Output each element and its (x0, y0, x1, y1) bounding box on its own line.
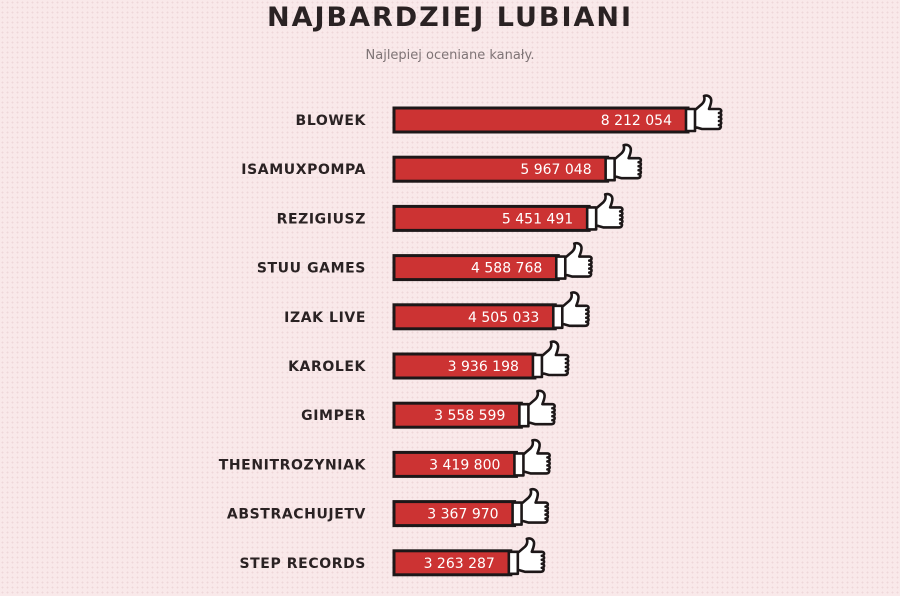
thumbs-up-icon (585, 192, 624, 231)
bar (392, 303, 557, 331)
bar (392, 450, 518, 478)
category-label: STEP RECORDS (239, 556, 366, 572)
bar (392, 106, 690, 134)
category-label: BLOWEK (296, 113, 367, 129)
thumbs-up-icon (554, 241, 593, 280)
value-label: 8 212 054 (601, 113, 672, 129)
category-label: REZIGIUSZ (277, 211, 366, 227)
thumbs-up-icon (507, 537, 546, 576)
chart-subtitle: Najlepiej oceniane kanały. (365, 48, 535, 63)
category-label: STUU GAMES (257, 261, 366, 277)
bar (392, 401, 523, 429)
thumbs-up-icon (604, 143, 643, 182)
value-label: 5 967 048 (520, 162, 591, 178)
thumbs-up-icon (513, 438, 551, 477)
category-label: KAROLEK (288, 359, 366, 375)
value-label: 5 451 491 (502, 211, 573, 227)
category-label: IZAK LIVE (284, 310, 366, 326)
category-label: ABSTRACHUJETV (227, 507, 366, 523)
value-label: 3 263 287 (424, 556, 495, 572)
thumbs-up-icon (518, 389, 556, 428)
bar (392, 352, 537, 380)
thumbs-up-icon (684, 94, 723, 133)
value-label: 4 505 033 (468, 310, 539, 326)
value-label: 3 936 198 (448, 359, 519, 375)
value-label: 3 558 599 (434, 408, 505, 424)
bar (392, 549, 513, 577)
bar (392, 204, 591, 232)
category-label: THENITROZYNIAK (219, 457, 367, 473)
thumbs-up-icon (511, 487, 550, 526)
thumbs-up-icon (551, 291, 590, 330)
chart-title: NAJBARDZIEJ LUBIANI (266, 2, 634, 33)
value-label: 3 419 800 (429, 457, 500, 473)
thumbs-up-icon (531, 340, 570, 379)
category-label: GIMPER (301, 408, 366, 424)
value-label: 3 367 970 (427, 507, 498, 523)
value-label: 4 588 768 (471, 261, 542, 277)
category-label: ISAMUXPOMPA (241, 162, 366, 178)
